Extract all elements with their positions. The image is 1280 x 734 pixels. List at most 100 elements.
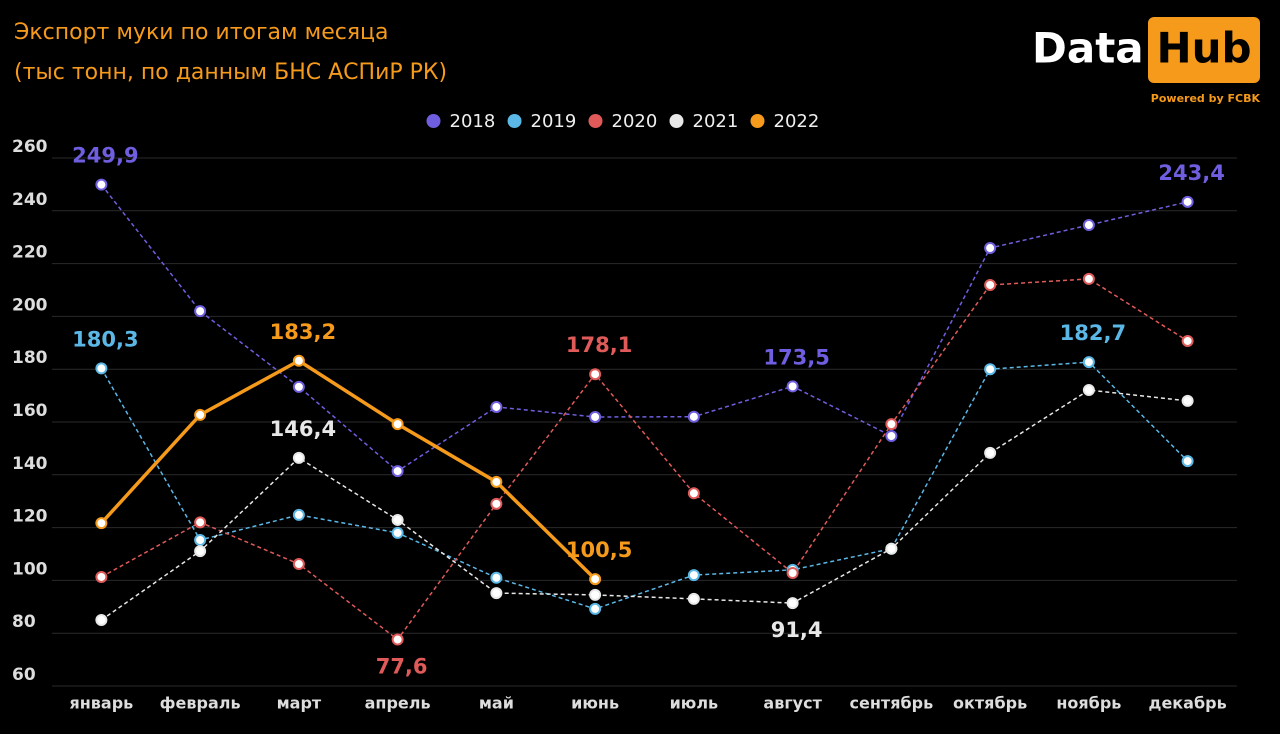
data-point — [391, 526, 404, 539]
data-point — [1181, 394, 1194, 407]
data-label: 91,4 — [771, 618, 823, 642]
data-point — [786, 380, 799, 393]
logo-text: Hub — [1156, 24, 1251, 73]
data-point — [885, 542, 898, 555]
data-point — [984, 363, 997, 376]
logo-tagline: Powered by FCBK — [1151, 92, 1261, 105]
data-point — [95, 178, 108, 191]
x-tick-label: февраль — [160, 694, 241, 713]
data-point — [687, 487, 700, 500]
y-tick-label: 180 — [12, 348, 48, 368]
data-point — [589, 368, 602, 381]
data-label: 180,3 — [72, 327, 138, 351]
data-point — [95, 517, 108, 530]
y-tick-label: 240 — [12, 190, 48, 210]
data-label: 100,5 — [566, 538, 632, 562]
data-point — [687, 592, 700, 605]
chart-subtitle: (тыс тонн, по данным БНС АСПиР РК) — [14, 60, 447, 85]
data-point — [292, 508, 305, 521]
data-point — [1181, 334, 1194, 347]
data-point — [95, 614, 108, 626]
x-tick-label: сентябрь — [850, 694, 934, 713]
x-tick-label: декабрь — [1149, 694, 1227, 713]
data-label: 249,9 — [72, 144, 138, 168]
series-line — [100, 389, 1188, 621]
legend-marker — [426, 114, 441, 128]
x-tick-label: апрель — [365, 694, 431, 713]
data-label: 182,7 — [1060, 321, 1126, 345]
data-point — [1082, 356, 1095, 369]
data-point — [1082, 272, 1095, 285]
y-tick-label: 100 — [12, 559, 48, 579]
data-point — [391, 633, 404, 646]
chart-title: Экспорт муки по итогам месяца — [14, 20, 389, 45]
data-point — [885, 429, 898, 442]
y-tick-label: 260 — [12, 137, 48, 157]
data-point — [292, 451, 305, 464]
logo-box — [1148, 17, 1260, 83]
data-point — [1181, 195, 1194, 208]
data-point — [786, 567, 799, 580]
data-point — [589, 573, 602, 586]
data-point — [589, 410, 602, 423]
data-point — [687, 410, 700, 423]
x-tick-label: январь — [69, 694, 133, 713]
x-tick-label: июнь — [571, 694, 619, 713]
data-point — [391, 465, 404, 478]
data-point — [490, 497, 503, 510]
legend-label: 2018 — [450, 111, 496, 132]
data-point — [194, 534, 207, 547]
data-point — [292, 558, 305, 571]
y-tick-label: 160 — [12, 401, 48, 421]
y-tick-label: 200 — [12, 295, 48, 315]
data-point — [194, 516, 207, 529]
data-point — [194, 545, 207, 558]
y-tick-label: 80 — [12, 612, 36, 632]
data-point — [95, 570, 108, 583]
data-point — [984, 446, 997, 459]
data-point — [687, 569, 700, 582]
data-point — [984, 242, 997, 255]
x-tick-label: октябрь — [953, 694, 1027, 713]
series-line — [101, 278, 1189, 641]
legend-marker — [588, 114, 603, 128]
data-label: 173,5 — [763, 345, 829, 369]
legend-marker — [750, 114, 765, 128]
data-point — [490, 475, 503, 488]
data-point — [95, 362, 108, 375]
data-point — [1082, 219, 1095, 232]
data-label: 183,2 — [270, 320, 336, 344]
y-tick-label: 140 — [12, 454, 48, 474]
data-point — [490, 400, 503, 413]
data-label: 178,1 — [566, 333, 632, 357]
x-tick-label: ноябрь — [1056, 694, 1121, 713]
x-tick-label: август — [763, 694, 822, 713]
data-label: 243,4 — [1158, 161, 1224, 185]
data-point — [292, 354, 305, 367]
legend-label: 2021 — [693, 111, 739, 132]
legend-marker — [507, 114, 522, 128]
legend-label: 2019 — [531, 111, 577, 132]
x-tick-label: май — [479, 694, 514, 713]
data-point — [589, 602, 602, 615]
y-tick-label: 220 — [12, 243, 48, 263]
data-point — [292, 380, 305, 393]
data-label: 77,6 — [376, 655, 428, 679]
y-tick-label: 60 — [12, 665, 36, 685]
data-point — [194, 408, 207, 421]
data-point — [391, 513, 404, 526]
series-line — [100, 361, 1189, 610]
data-point — [984, 278, 997, 291]
data-point — [1181, 455, 1194, 468]
x-tick-label: июль — [670, 694, 719, 713]
data-label: 146,4 — [270, 417, 336, 441]
x-tick-label: март — [277, 694, 322, 713]
legend-label: 2020 — [612, 111, 658, 132]
data-point — [786, 597, 799, 610]
data-point — [194, 305, 207, 318]
series-line — [100, 358, 597, 581]
y-tick-label: 120 — [12, 507, 48, 527]
legend-marker — [669, 114, 684, 128]
logo-text: Data — [1032, 24, 1144, 73]
